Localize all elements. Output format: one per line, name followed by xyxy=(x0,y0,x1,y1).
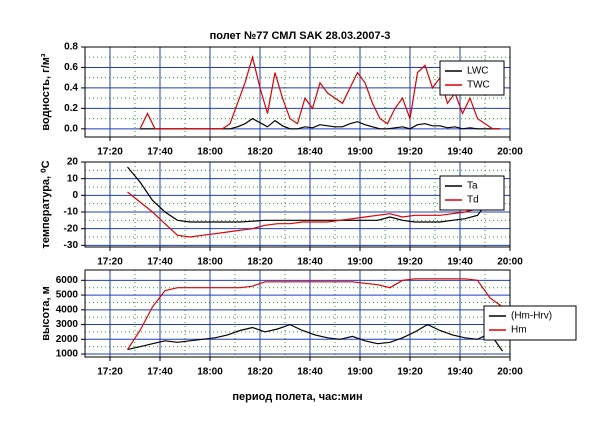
x-tick-label: 18:20 xyxy=(247,147,273,158)
y-axis-label: высота, м xyxy=(40,286,52,340)
chart-title: полет №77 СМЛ SAK 28.03.2007-3 xyxy=(210,30,391,42)
legend-label: Td xyxy=(467,195,479,206)
x-tick-label: 18:40 xyxy=(297,147,323,158)
legend-box xyxy=(439,60,505,96)
legend-box xyxy=(483,305,577,341)
y-tick-label: 0.8 xyxy=(64,42,78,53)
x-tick-label: 19:40 xyxy=(447,367,473,378)
legend-label: (Hm-Hrv) xyxy=(511,311,552,322)
y-tick-label: 0.0 xyxy=(64,123,78,134)
x-tick-label: 18:20 xyxy=(247,257,273,268)
series-line xyxy=(126,278,503,350)
y-tick-label: 0.2 xyxy=(64,103,78,114)
y-tick-label: 2000 xyxy=(56,334,79,345)
y-tick-label: 10 xyxy=(67,173,79,184)
legend-label: Ta xyxy=(467,181,478,192)
legend-box xyxy=(439,175,505,211)
x-tick-label: 20:00 xyxy=(497,147,523,158)
y-tick-label: -20 xyxy=(64,223,79,234)
x-tick-label: 17:20 xyxy=(97,367,123,378)
y-tick-label: 0.4 xyxy=(64,83,78,94)
x-tick-label: 18:00 xyxy=(197,367,223,378)
y-axis-label: водность, г/м³ xyxy=(40,53,52,131)
legend-label: TWC xyxy=(467,80,490,91)
x-tick-label: 18:40 xyxy=(297,367,323,378)
y-tick-label: 5000 xyxy=(56,290,79,301)
x-tick-label: 19:20 xyxy=(397,257,423,268)
x-tick-label: 18:00 xyxy=(197,147,223,158)
plot-frame xyxy=(84,46,511,138)
x-tick-label: 17:40 xyxy=(147,257,173,268)
x-tick-label: 20:00 xyxy=(497,257,523,268)
x-tick-label: 18:20 xyxy=(247,367,273,378)
x-tick-label: 19:00 xyxy=(347,367,373,378)
y-tick-label: 1000 xyxy=(56,349,79,360)
y-tick-label: -10 xyxy=(64,207,79,218)
x-tick-label: 19:00 xyxy=(347,257,373,268)
y-tick-label: 0 xyxy=(72,190,78,201)
y-tick-label: 20 xyxy=(67,157,79,168)
x-axis-label: период полета, час:мин xyxy=(232,391,362,403)
x-tick-label: 19:40 xyxy=(447,257,473,268)
series-line xyxy=(127,323,503,352)
x-tick-label: 17:20 xyxy=(97,147,123,158)
x-tick-label: 17:40 xyxy=(147,147,173,158)
x-tick-label: 19:20 xyxy=(397,147,423,158)
y-tick-label: 0.6 xyxy=(64,62,78,73)
x-tick-label: 19:40 xyxy=(447,147,473,158)
y-tick-label: -30 xyxy=(64,240,79,251)
y-tick-label: 4000 xyxy=(56,304,79,315)
plot-frame xyxy=(84,161,511,248)
series-line xyxy=(127,183,503,238)
y-tick-label: 3000 xyxy=(56,319,79,330)
series-line xyxy=(127,166,503,223)
legend-label: Hm xyxy=(511,325,527,336)
x-tick-label: 20:00 xyxy=(497,367,523,378)
x-tick-label: 17:40 xyxy=(147,367,173,378)
legend-label: LWC xyxy=(467,66,488,77)
x-tick-label: 19:20 xyxy=(397,367,423,378)
x-tick-label: 18:00 xyxy=(197,257,223,268)
x-tick-label: 19:00 xyxy=(347,147,373,158)
x-tick-label: 18:40 xyxy=(297,257,323,268)
y-tick-label: 6000 xyxy=(56,275,79,286)
plot-area xyxy=(85,162,510,247)
x-tick-label: 17:20 xyxy=(97,257,123,268)
y-axis-label: температура, ⁰C xyxy=(40,160,52,248)
